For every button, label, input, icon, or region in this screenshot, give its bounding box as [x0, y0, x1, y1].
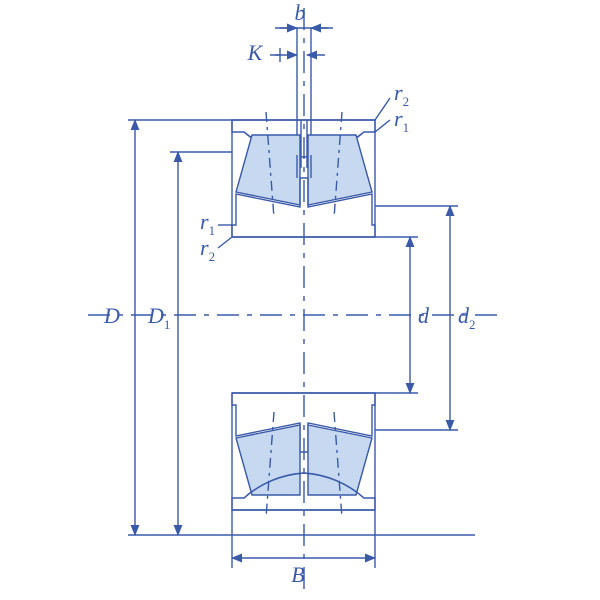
label-r2-tr: r2: [394, 80, 409, 109]
dim-K: K: [247, 40, 325, 65]
dim-B: B: [232, 510, 375, 587]
label-r1-tr: r1: [394, 106, 409, 135]
label-K: K: [247, 40, 264, 65]
label-r2-tl: r2: [200, 235, 215, 264]
label-r1-tl: r1: [200, 209, 215, 238]
dim-b: b: [275, 0, 333, 28]
label-d2: d2: [458, 303, 476, 332]
label-b: b: [295, 0, 306, 25]
dim-D1: D1: [147, 152, 232, 535]
roller-top-left: [236, 135, 300, 205]
dim-r-tr: r2 r1: [375, 80, 409, 135]
label-D1: D1: [147, 303, 170, 332]
bearing-diagram: D D1 d d2 B b K: [0, 0, 600, 600]
label-d: d: [418, 303, 430, 328]
label-B: B: [291, 562, 304, 587]
dim-r-tl: r1 r2: [200, 209, 232, 264]
label-D: D: [103, 303, 120, 328]
roller-top-right: [308, 135, 372, 205]
